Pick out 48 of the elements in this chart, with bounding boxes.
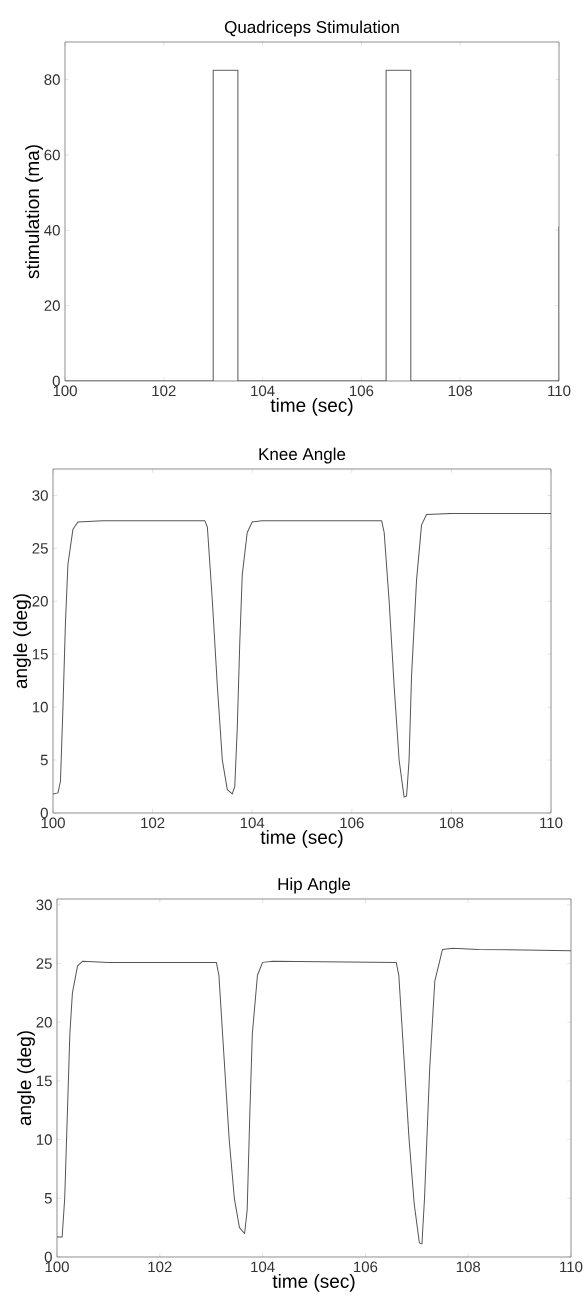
x-tick-label: 102	[148, 1261, 172, 1273]
x-tick-label: 100	[53, 385, 77, 397]
x-tick-label: 108	[456, 1261, 481, 1273]
x-tick-label: 110	[560, 1261, 583, 1273]
x-tick-label: 104	[251, 385, 275, 397]
x-tick-label: 102	[141, 817, 165, 829]
x-tick-label: 106	[354, 1261, 378, 1273]
y-tick-label: 0	[52, 375, 60, 387]
y-tick-label: 60	[44, 149, 60, 161]
x-tick-label: 104	[251, 1261, 275, 1273]
x-tick-label: 100	[45, 1261, 69, 1273]
x-axis-title: time (sec)	[270, 398, 353, 416]
y-tick-label: 15	[32, 648, 48, 660]
y-tick-label: 80	[44, 74, 60, 85]
y-tick-label: 5	[44, 1193, 52, 1204]
x-tick-label: 106	[340, 817, 364, 829]
x-tick-label: 108	[440, 817, 464, 829]
y-axis-title: angle (deg)	[17, 1031, 35, 1126]
x-tick-label: 108	[448, 385, 473, 397]
line-series	[53, 512, 551, 798]
y-tick-label: 25	[36, 958, 52, 969]
line-series	[57, 947, 572, 1245]
y-tick-label: 20	[44, 300, 60, 311]
y-tick-label: 40	[44, 225, 60, 236]
y-tick-label: 25	[32, 543, 48, 554]
y-tick-label: 5	[40, 754, 48, 766]
x-axis-title: time (sec)	[272, 1274, 355, 1292]
y-tick-label: 15	[36, 1075, 52, 1087]
y-tick-label: 20	[36, 1016, 52, 1028]
chart-title: Hip Angle	[278, 877, 351, 894]
x-tick-label: 102	[152, 385, 176, 397]
y-axis-title: angle (deg)	[13, 594, 31, 689]
y-tick-label: 20	[32, 595, 48, 607]
x-tick-label: 104	[240, 817, 265, 829]
y-tick-label: 0	[40, 807, 48, 819]
y-tick-label: 30	[36, 899, 52, 911]
x-tick-label: 100	[41, 817, 65, 829]
x-tick-label: 106	[350, 385, 374, 397]
x-tick-label: 110	[540, 817, 563, 829]
chart-title: Knee Angle	[259, 447, 346, 464]
chart-title: Quadriceps Stimulation	[224, 20, 399, 37]
y-tick-label: 30	[32, 490, 48, 501]
y-axis-title: stimulation (ma)	[25, 145, 43, 279]
x-axis-title: time (sec)	[260, 830, 343, 848]
y-tick-label: 10	[32, 701, 48, 713]
y-tick-label: 10	[36, 1134, 52, 1145]
x-tick-label: 110	[548, 385, 571, 397]
y-tick-label: 0	[44, 1251, 52, 1263]
